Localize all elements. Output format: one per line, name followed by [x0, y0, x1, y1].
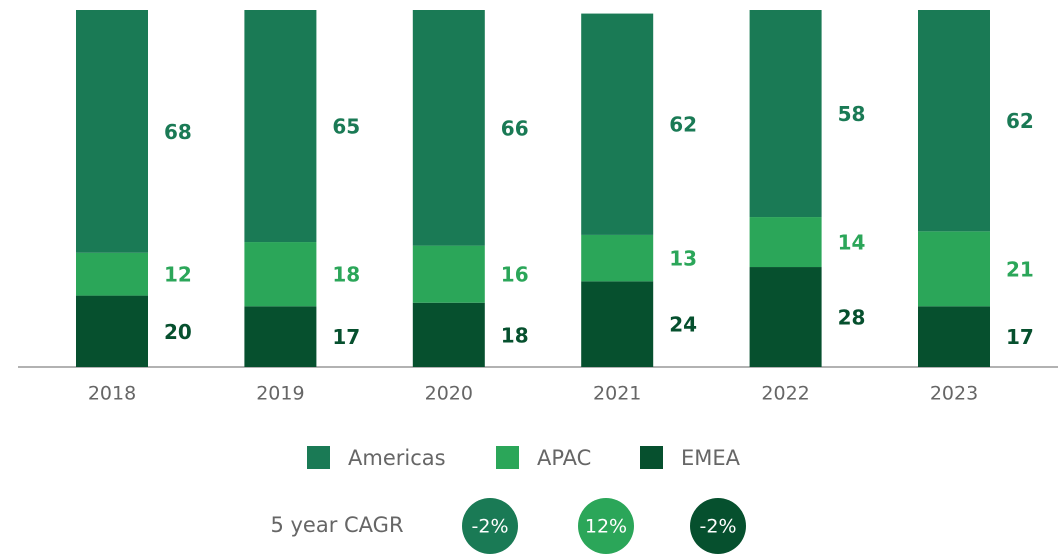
bar-segment: [918, 306, 990, 367]
bar-segment: [581, 234, 654, 282]
bar-segment: [244, 10, 317, 243]
data-label: 18: [332, 263, 360, 287]
data-label: 62: [1006, 109, 1034, 133]
data-label: 62: [669, 113, 697, 137]
bar-segment: [918, 231, 990, 307]
data-label: 24: [669, 313, 697, 337]
legend-swatch: [496, 446, 519, 469]
data-label: 17: [332, 325, 360, 349]
bar-segment: [76, 252, 148, 296]
legend-label: EMEA: [681, 446, 741, 470]
data-label: 13: [669, 247, 697, 271]
data-label: 17: [1006, 325, 1034, 349]
legend-swatch: [640, 446, 663, 469]
bar-segment: [412, 302, 485, 367]
cagr-title: 5 year CAGR: [270, 513, 403, 537]
data-label: 18: [501, 323, 529, 347]
cagr-label: 12%: [585, 516, 627, 538]
legend-label: APAC: [537, 446, 591, 470]
cagr-label: -2%: [472, 516, 509, 538]
bar-segment: [749, 10, 822, 218]
data-label: 14: [838, 231, 866, 255]
data-label: 68: [164, 120, 192, 144]
bar-segment: [244, 306, 317, 367]
bar-segment: [412, 10, 485, 246]
data-label: 12: [164, 263, 192, 287]
bar-segment: [412, 245, 485, 303]
x-tick-label: 2023: [930, 383, 978, 405]
data-label: 20: [164, 320, 192, 344]
bar-segment: [581, 281, 654, 367]
cagr-badge: [690, 498, 746, 554]
x-tick-label: 2019: [256, 383, 304, 405]
bar-segment: [76, 10, 148, 253]
cagr-label: -2%: [700, 516, 737, 538]
cagr-badge: [462, 498, 518, 554]
x-tick-label: 2020: [425, 383, 473, 405]
legend-label: Americas: [348, 446, 446, 470]
data-label: 21: [1006, 257, 1034, 281]
bar-segment: [918, 10, 990, 232]
bar-segment: [244, 242, 317, 307]
bar-segment: [749, 217, 822, 268]
bar-segment: [76, 295, 148, 367]
x-tick-label: 2022: [761, 383, 809, 405]
data-label: 16: [501, 263, 529, 287]
bar-segment: [581, 13, 654, 235]
data-label: 65: [332, 115, 360, 139]
bar-segment: [749, 267, 822, 367]
cagr-badge: [578, 498, 634, 554]
x-tick-label: 2021: [593, 383, 641, 405]
x-tick-label: 2018: [88, 383, 136, 405]
data-label: 66: [501, 116, 529, 140]
legend-swatch: [307, 446, 330, 469]
data-label: 58: [838, 102, 866, 126]
data-label: 28: [838, 306, 866, 330]
